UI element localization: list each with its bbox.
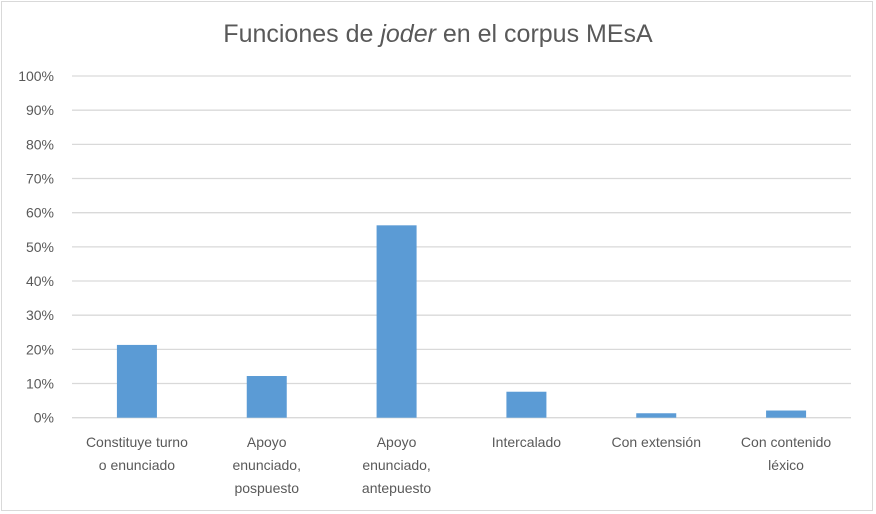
x-category-label: Con contenido — [741, 434, 832, 450]
y-tick-label: 50% — [26, 239, 54, 255]
x-category-label: Constituye turno — [86, 434, 188, 450]
bar — [116, 344, 157, 418]
bar — [246, 376, 287, 418]
y-tick-label: 40% — [26, 273, 54, 289]
x-category-label: Con extensión — [611, 434, 701, 450]
x-category-label: enunciado, — [232, 457, 301, 473]
x-category-label: enunciado, — [362, 457, 431, 473]
title-text-end: en el corpus MEsA — [435, 20, 653, 48]
y-tick-label: 70% — [26, 171, 54, 187]
bar — [376, 225, 417, 418]
x-category-label: Apoyo — [377, 434, 417, 450]
x-category-label: antepuesto — [362, 480, 431, 496]
x-category-label: pospuesto — [234, 480, 299, 496]
y-tick-label: 20% — [26, 341, 54, 357]
chart-title: Funciones de joder en el corpus MEsA — [0, 20, 876, 49]
x-category-label: léxico — [768, 457, 804, 473]
y-tick-label: 30% — [26, 307, 54, 323]
bar — [506, 391, 547, 418]
bar — [636, 413, 677, 418]
title-italic-text: joder — [380, 20, 436, 48]
y-tick-label: 10% — [26, 376, 54, 392]
x-category-label: Apoyo — [247, 434, 287, 450]
y-tick-label: 80% — [26, 136, 54, 152]
y-tick-label: 90% — [26, 102, 54, 118]
x-category-label: o enunciado — [99, 457, 176, 473]
y-tick-label: 0% — [34, 410, 54, 426]
bar — [766, 410, 807, 418]
x-category-label: Intercalado — [492, 434, 561, 450]
title-text: Funciones de — [223, 20, 381, 48]
y-tick-label: 100% — [18, 68, 54, 84]
y-tick-label: 60% — [26, 205, 54, 221]
